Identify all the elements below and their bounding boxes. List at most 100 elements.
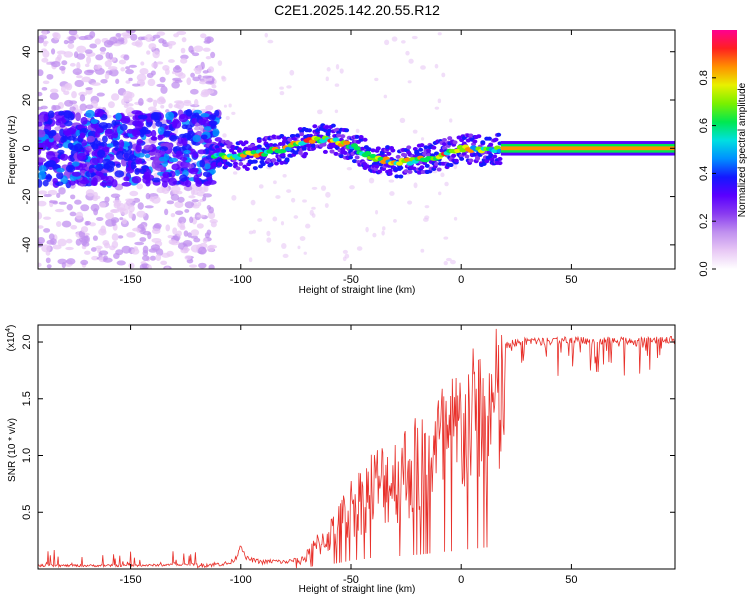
noise-blob: [167, 235, 173, 239]
noise-blob: [107, 101, 115, 109]
band-blob: [89, 157, 99, 166]
band-blob: [172, 118, 180, 125]
ridge-halo: [423, 145, 429, 150]
noise-blob: [326, 67, 331, 72]
noise-blob: [382, 226, 386, 231]
band-blob: [102, 125, 108, 131]
noise-blob: [128, 262, 135, 269]
noise-blob: [175, 210, 184, 216]
noise-blob: [453, 164, 458, 170]
snr-panel: -150 -100 -50 0 50 0.5 1.0 1.5 2.0 Height of st…: [5, 324, 676, 595]
noise-blob: [38, 37, 44, 44]
noise-blob: [111, 240, 119, 249]
ridge-halo: [252, 159, 258, 164]
ridge-halo: [325, 132, 331, 137]
noise-blob: [84, 63, 90, 68]
band-blob: [38, 179, 43, 188]
band-blob: [52, 177, 58, 184]
noise-blob: [95, 54, 104, 61]
band-blob: [131, 176, 142, 184]
ridge-core: [343, 140, 351, 145]
band-blob: [134, 168, 140, 175]
ridge-core: [459, 148, 467, 153]
ridge-halo: [321, 142, 327, 147]
band-blob: [65, 164, 76, 173]
band-blob: [155, 121, 163, 127]
noise-blob: [128, 77, 133, 82]
ridge-halo: [287, 137, 293, 142]
noise-blob: [293, 215, 299, 219]
colorbar-ticks: 0.0 0.2 0.4 0.6 0.8: [698, 70, 716, 277]
band-blob: [85, 109, 95, 118]
ridge-halo: [338, 154, 344, 159]
noise-blob: [128, 210, 133, 219]
band-blob: [136, 139, 144, 145]
snr-multiplier: (x104): [5, 325, 17, 352]
ridge-halo: [377, 169, 383, 174]
noise-blob: [46, 264, 52, 269]
ridge-halo: [452, 140, 458, 145]
ridge-halo: [240, 156, 246, 161]
noise-blob: [119, 217, 124, 221]
noise-blob: [80, 259, 89, 266]
noise-blob: [104, 196, 110, 203]
noise-blob: [183, 246, 189, 254]
noise-blob: [86, 69, 95, 74]
noise-blob: [49, 200, 58, 204]
noise-blob: [202, 75, 212, 79]
noise-blob: [159, 76, 166, 83]
noise-blob: [146, 50, 151, 55]
noise-blob: [128, 204, 135, 213]
ridge-halo: [385, 145, 391, 150]
y-tick-label: 0.5: [21, 505, 33, 520]
noise-blob: [109, 68, 119, 77]
band-blob: [74, 143, 83, 153]
noise-blob: [443, 236, 449, 240]
noise-blob: [184, 255, 192, 261]
colorbar: 0.0 0.2 0.4 0.6 0.8 Normalized spectral ampl…: [698, 30, 748, 277]
band-blob: [56, 171, 64, 180]
noise-blob: [217, 60, 223, 66]
noise-blob: [170, 212, 176, 218]
noise-blob: [147, 106, 157, 112]
noise-blob: [170, 185, 181, 193]
noise-blob: [355, 128, 360, 134]
ridge-halo: [453, 158, 459, 163]
spectrogram-x-label: Height of straight line (km): [299, 285, 416, 296]
band-blob: [38, 165, 47, 173]
ridge-halo: [497, 156, 503, 161]
snr-series-line: [38, 328, 675, 569]
noise-blob: [52, 105, 61, 111]
ridge-halo: [311, 143, 317, 148]
band-blob: [165, 111, 175, 121]
band-blob: [192, 152, 199, 159]
snr-multiplier-base: (x10: [6, 331, 17, 351]
noise-blob: [115, 249, 124, 256]
ridge-halo: [232, 161, 238, 166]
noise-blob: [68, 36, 77, 42]
noise-blob: [192, 76, 201, 82]
noise-blob: [72, 68, 83, 75]
noise-blob: [76, 45, 87, 54]
noise-blob: [225, 116, 230, 120]
band-blob: [66, 135, 76, 141]
ridge-halo: [476, 134, 482, 139]
noise-blob: [65, 246, 74, 251]
ridge-core: [332, 137, 340, 142]
ridge-core: [395, 161, 403, 166]
noise-blob: [81, 241, 90, 247]
noise-blob: [85, 87, 93, 91]
noise-blob: [210, 221, 217, 228]
band-blob: [80, 116, 88, 125]
band-blob: [68, 180, 76, 186]
noise-blob: [372, 232, 377, 238]
noise-blob: [194, 98, 199, 107]
noise-blob: [174, 201, 184, 209]
x-tick-label: 50: [565, 574, 577, 586]
band-blob: [163, 130, 171, 138]
noise-blob: [132, 227, 141, 232]
noise-blob: [325, 76, 329, 82]
noise-blob: [150, 244, 161, 251]
noise-blob: [123, 54, 130, 61]
ridge-halo: [279, 160, 285, 165]
